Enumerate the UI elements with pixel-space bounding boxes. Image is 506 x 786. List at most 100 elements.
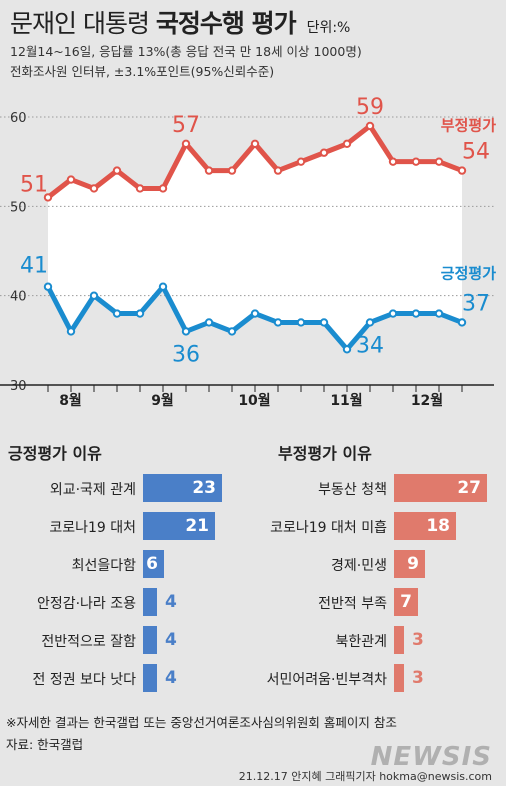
x-label-8월: 8월	[59, 392, 82, 409]
pos-reason-bar-0: 23	[143, 474, 222, 502]
survey-method: 전화조사원 인터뷰, ±3.1%포인트(95%신뢰수준)	[10, 64, 275, 79]
series-name-0: 부정평가	[441, 117, 496, 135]
point-1-2	[89, 291, 99, 300]
pos-reason-value-0: 23	[192, 478, 216, 498]
pos-reason-label-1: 코로나19 대처	[49, 520, 136, 536]
title-bold: 국정수행 평가	[155, 9, 297, 38]
y-tick-40: 40	[10, 290, 27, 305]
pos-reason-bar-3: 4	[143, 588, 177, 616]
pos-reason-bar-1: 21	[143, 512, 215, 540]
point-0-4	[135, 184, 145, 193]
point-1-15	[388, 309, 398, 318]
point-0-3	[112, 166, 122, 175]
point-label-0-0: 51	[20, 172, 48, 197]
point-0-5	[158, 184, 168, 193]
point-label-0-6: 57	[172, 113, 200, 138]
neg-reason-value-4: 3	[412, 630, 424, 650]
pos-reason-value-4: 4	[165, 630, 177, 650]
pos-reason-value-5: 4	[165, 668, 177, 688]
point-1-4	[135, 309, 145, 318]
pos-reason-label-3: 안정감·나라 조용	[36, 596, 136, 612]
point-0-8	[227, 166, 237, 175]
neg-reason-value-5: 3	[412, 668, 424, 688]
unit-label: 단위:%	[306, 20, 351, 36]
point-0-17	[434, 157, 444, 166]
point-label-0-18: 54	[462, 140, 490, 165]
point-1-6	[181, 327, 191, 336]
pos-reason-label-2: 최선을다함	[71, 558, 136, 574]
point-1-12	[319, 318, 329, 327]
neg-reason-label-0: 부동산 청책	[318, 482, 387, 498]
x-label-10월: 10월	[238, 392, 270, 409]
title-plain: 문재인 대통령	[10, 9, 150, 38]
neg-reason-bar-0: 27	[394, 474, 487, 502]
credit: 21.12.17 안지혜 그래픽기자 hokma@newsis.com	[238, 770, 492, 783]
footnote: ※자세한 결과는 한국갤럽 또는 중앙선거여론조사심의위원회 홈페이지 참조	[6, 715, 397, 730]
pos-reason-value-3: 4	[165, 592, 177, 612]
series-name-1: 긍정평가	[441, 264, 496, 282]
point-label-1-14: 34	[356, 333, 384, 358]
point-0-0	[43, 193, 53, 202]
pos-reason-label-0: 외교·국제 관계	[49, 482, 136, 498]
neg-reason-bar-4: 3	[394, 626, 424, 654]
point-1-8	[227, 327, 237, 336]
point-1-7	[204, 318, 214, 327]
point-0-7	[204, 166, 214, 175]
point-0-2	[89, 184, 99, 193]
neg-reason-label-1: 코로나19 대처 미흡	[270, 520, 387, 536]
point-1-17	[434, 309, 444, 318]
survey-info: 12월14~16일, 응답률 13%(총 응답 전국 만 18세 이상 1000…	[10, 44, 362, 59]
point-0-13	[342, 139, 352, 148]
point-1-14	[365, 318, 375, 327]
pos-reason-bar-2: 6	[143, 550, 164, 578]
y-tick-60: 60	[10, 111, 27, 126]
neg-reason-value-0: 27	[457, 478, 481, 498]
point-1-16	[411, 309, 421, 318]
page-title: 문재인 대통령 국정수행 평가 단위:%	[10, 4, 350, 40]
x-label-9월: 9월	[151, 392, 174, 409]
point-1-0	[43, 282, 53, 291]
neg-reason-value-1: 18	[426, 516, 450, 536]
point-0-1	[66, 175, 76, 184]
point-0-14	[365, 121, 375, 131]
neg-reason-label-5: 서민어려움·빈부격차	[266, 672, 387, 688]
point-0-10	[273, 166, 283, 175]
newsis-logo: NEWSIS	[370, 742, 492, 772]
point-1-18	[457, 318, 467, 327]
pos-reason-value-2: 6	[146, 554, 158, 574]
gap-band	[48, 125, 462, 350]
positive-reasons-title: 긍정평가 이유	[8, 444, 102, 463]
point-0-16	[411, 157, 421, 166]
point-1-3	[112, 309, 122, 318]
neg-reason-label-4: 북한관계	[335, 634, 387, 650]
neg-reason-value-3: 7	[400, 592, 412, 612]
point-0-11	[296, 157, 306, 166]
pos-reason-bar-5: 4	[143, 664, 177, 692]
point-label-1-6: 36	[172, 342, 200, 367]
neg-reason-bar-3: 7	[394, 588, 418, 616]
point-1-9	[250, 309, 260, 318]
pos-reason-label-4: 전반적으로 잘함	[41, 634, 136, 650]
neg-reason-bar-2: 9	[394, 550, 425, 578]
pos-reason-bar-4: 4	[143, 626, 177, 654]
negative-reasons-title: 부정평가 이유	[278, 444, 372, 463]
source: 자료: 한국갤럽	[6, 737, 84, 752]
point-label-1-18: 37	[462, 291, 490, 316]
neg-reason-bar-1: 18	[394, 512, 456, 540]
y-tick-30: 30	[10, 379, 27, 394]
point-1-1	[66, 327, 76, 336]
pos-reason-label-5: 전 정권 보다 낫다	[32, 672, 136, 688]
point-label-0-14: 59	[356, 95, 384, 120]
x-label-12월: 12월	[411, 392, 443, 409]
point-0-12	[319, 148, 329, 157]
point-1-10	[273, 318, 283, 327]
point-1-5	[158, 282, 168, 291]
point-0-6	[181, 139, 191, 148]
neg-reason-value-2: 9	[407, 554, 419, 574]
y-tick-50: 50	[10, 200, 27, 215]
point-label-1-0: 41	[20, 254, 48, 279]
pos-reason-value-1: 21	[185, 516, 209, 536]
point-0-9	[250, 139, 260, 148]
neg-reason-bar-5: 3	[394, 664, 424, 692]
